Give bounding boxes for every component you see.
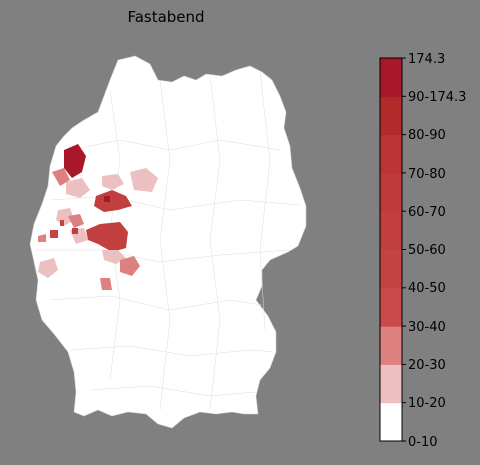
colorbar-tick-label: 0-10 xyxy=(408,435,438,450)
district-mid xyxy=(94,190,132,212)
district-mid xyxy=(60,220,64,226)
colorbar-top-label: 174.3 xyxy=(408,52,445,67)
colorbar-tick-label: 40-50 xyxy=(408,281,446,296)
colorbar-segment xyxy=(380,211,402,250)
colorbar-tick-label: 30-40 xyxy=(408,320,446,335)
colorbar-segment xyxy=(380,249,402,289)
germany-land xyxy=(29,55,307,429)
colorbar-segment xyxy=(380,96,402,136)
colorbar xyxy=(379,57,406,442)
district-mid xyxy=(72,228,78,234)
district-mid xyxy=(86,222,128,252)
colorbar-tick-label: 80-90 xyxy=(408,128,446,143)
colorbar-labels: 174.3 90-174.3 80-90 70-80 60-70 50-60 4… xyxy=(408,52,466,450)
district-mid xyxy=(52,168,70,186)
district-low xyxy=(38,258,58,278)
colorbar-segment xyxy=(380,287,402,327)
shaded-districts xyxy=(38,144,158,290)
district-high xyxy=(64,144,86,178)
district-low xyxy=(66,178,90,198)
colorbar-tick-label: 10-20 xyxy=(408,396,446,411)
district-low xyxy=(130,168,158,192)
colorbar-segment xyxy=(380,364,402,404)
colorbar-segment xyxy=(380,58,402,97)
colorbar-tick-label: 50-60 xyxy=(408,243,446,258)
colorbar-segment xyxy=(380,402,402,442)
colorbar-tick-label: 60-70 xyxy=(408,205,446,220)
colorbar-tick-label: 70-80 xyxy=(408,167,446,182)
district-mid xyxy=(120,256,140,276)
district-mid xyxy=(68,214,84,228)
colorbar-segment xyxy=(380,134,402,174)
colorbar-segment xyxy=(380,326,402,365)
district-mid xyxy=(100,278,112,290)
colorbar-tick-label: 90-174.3 xyxy=(408,90,466,105)
map-title: Fastabend xyxy=(127,8,205,26)
colorbar-segment xyxy=(380,172,402,212)
district-high xyxy=(104,196,110,202)
district-low xyxy=(102,174,124,190)
colorbar-tick-label: 20-30 xyxy=(408,358,446,373)
district-mid xyxy=(50,230,58,238)
district-mid xyxy=(38,234,46,242)
district-borders xyxy=(36,71,301,411)
